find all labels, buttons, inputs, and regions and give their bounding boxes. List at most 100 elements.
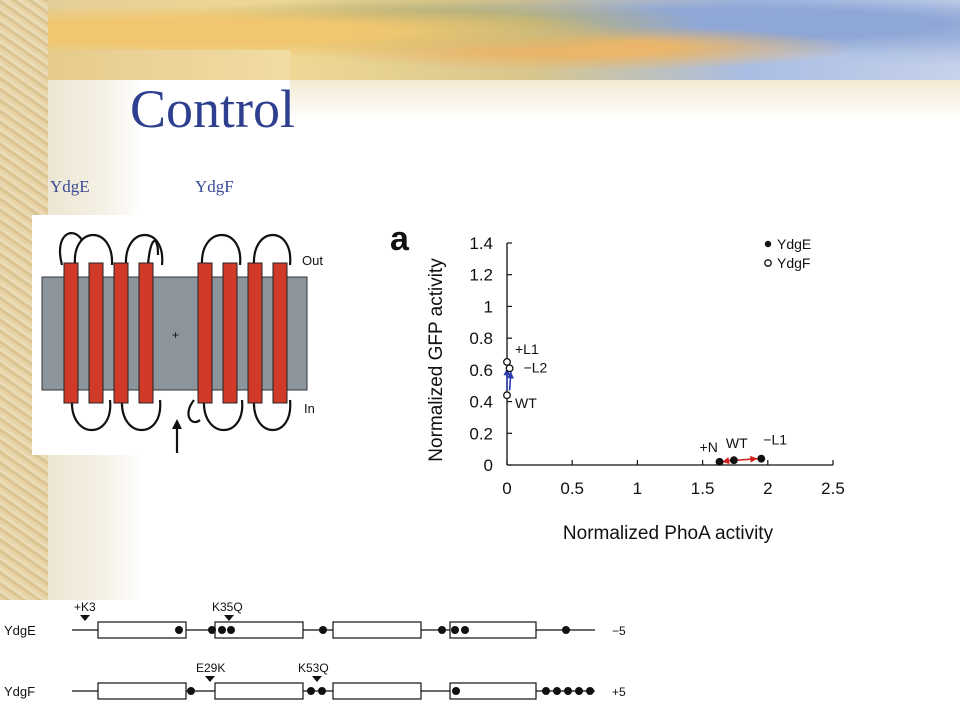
x-tick-label: 0 <box>502 479 511 498</box>
charge-dot <box>218 626 226 634</box>
charge-dot <box>208 626 216 634</box>
point-label: −L1 <box>763 432 787 448</box>
helices <box>63 262 288 404</box>
charge-dot <box>318 687 326 695</box>
charge-dot <box>562 626 570 634</box>
mutation-label-ydge-2: K35Q <box>212 600 243 614</box>
charge-dot <box>175 626 183 634</box>
helix-3 <box>113 262 129 404</box>
helix-1 <box>63 262 79 404</box>
seq-name-ydgf: YdgF <box>4 684 35 699</box>
tm-segment <box>214 682 304 700</box>
charge-dot <box>438 626 446 634</box>
loop-in-3 <box>202 399 244 432</box>
loop-in-2 <box>120 399 162 432</box>
topology-diagram: + Out In <box>32 215 332 455</box>
mutation-label-ydge-1: +K3 <box>74 600 96 614</box>
x-tick-label: 0.5 <box>560 479 584 498</box>
mutation-marker <box>224 615 234 621</box>
charge-dot <box>307 687 315 695</box>
point-ydge <box>757 454 766 463</box>
helix-2 <box>88 262 104 404</box>
loops-out <box>59 232 292 266</box>
charge-dot <box>575 687 583 695</box>
tm-segment <box>449 621 537 639</box>
end-charge-ydge: −5 <box>612 624 626 638</box>
legend-label-ydge: YdgE <box>777 236 811 252</box>
seq-charges-ydgf <box>187 687 594 695</box>
point-label: +L1 <box>515 341 539 357</box>
insertion-arrow <box>172 419 182 453</box>
point-label: WT <box>726 435 748 451</box>
seq-name-ydge: YdgE <box>4 623 36 638</box>
charge-dot <box>586 687 594 695</box>
x-axis-label: Normalized PhoA activity <box>563 523 774 544</box>
loop-out-2 <box>124 233 164 266</box>
charge-dot <box>564 687 572 695</box>
center-mark: + <box>172 328 179 342</box>
loop-out-1 <box>73 233 114 266</box>
panel-label: a <box>390 220 410 258</box>
charge-dot <box>187 687 195 695</box>
tm-segment <box>97 621 187 639</box>
charge-dot <box>319 626 327 634</box>
y-tick-label: 0.8 <box>469 329 493 348</box>
tm-segment <box>332 682 422 700</box>
arrow-ydge-l1-head <box>750 455 758 463</box>
scatter-chart: a 0 0.5 1 1.5 2 2.500.20.40.60.811.21.4 +N WT −… <box>390 220 845 544</box>
legend: YdgE YdgF <box>764 236 811 271</box>
charge-dot <box>451 626 459 634</box>
mutation-label-ydgf-1: E29K <box>196 661 225 675</box>
loop-out-3 <box>146 240 160 266</box>
label-ydgf: YdgF <box>195 177 234 196</box>
loop-in-4 <box>252 399 292 432</box>
helix-4 <box>138 262 154 404</box>
helix-6 <box>222 262 238 404</box>
y-axis-label: Normalized GFP activity <box>426 258 447 462</box>
charge-dot <box>542 687 550 695</box>
helix-7 <box>247 262 263 404</box>
point-ydgf <box>505 364 514 373</box>
charge-dot <box>452 687 460 695</box>
tm-segment <box>332 621 422 639</box>
legend-label-ydgf: YdgF <box>777 255 810 271</box>
end-charge-ydgf: +5 <box>612 685 626 699</box>
seq-tm-ydgf <box>97 682 537 700</box>
mutation-marker <box>80 615 90 621</box>
out-label: Out <box>302 253 323 268</box>
charge-dot <box>227 626 235 634</box>
loop-out-4 <box>200 233 242 266</box>
point-ydgf <box>503 391 511 400</box>
helix-5 <box>197 262 213 404</box>
y-tick-label: 1.4 <box>469 234 493 253</box>
arrow-ydgf-l2-head <box>506 371 514 379</box>
label-ydge: YdgE <box>50 177 90 196</box>
tm-segment <box>97 682 187 700</box>
x-tick-label: 1 <box>633 479 642 498</box>
sequence-diagram: YdgE +K3 K35Q −5 YdgF <box>4 600 626 700</box>
x-tick-label: 1.5 <box>691 479 715 498</box>
point-ydge <box>715 457 724 466</box>
point-ydgf <box>503 357 511 366</box>
y-tick-label: 0.4 <box>469 393 493 412</box>
seq-charges-ydge <box>175 626 570 634</box>
loops-in <box>70 399 292 432</box>
mutation-marker <box>312 676 322 682</box>
y-tick-label: 0.2 <box>469 424 493 443</box>
legend-marker-ydge <box>764 240 772 248</box>
legend-marker-ydgf <box>764 259 772 267</box>
plot-marks: +N WT −L1 +L1 −L2 WT <box>503 341 787 466</box>
y-tick-label: 0.6 <box>469 361 493 380</box>
arrow-ydgf-l1-head <box>503 368 511 376</box>
mutation-marker <box>205 676 215 682</box>
n-term-out <box>59 232 83 266</box>
tm-segment <box>449 682 537 700</box>
point-label: +N <box>700 439 718 455</box>
x-tick-label: 2.5 <box>821 479 845 498</box>
loop-in-1 <box>70 399 112 432</box>
point-label: WT <box>515 395 537 411</box>
slide-title: Control <box>130 79 296 139</box>
background-stripe <box>30 50 290 80</box>
y-tick-label: 0 <box>484 456 493 475</box>
point-label: −L2 <box>524 359 548 375</box>
